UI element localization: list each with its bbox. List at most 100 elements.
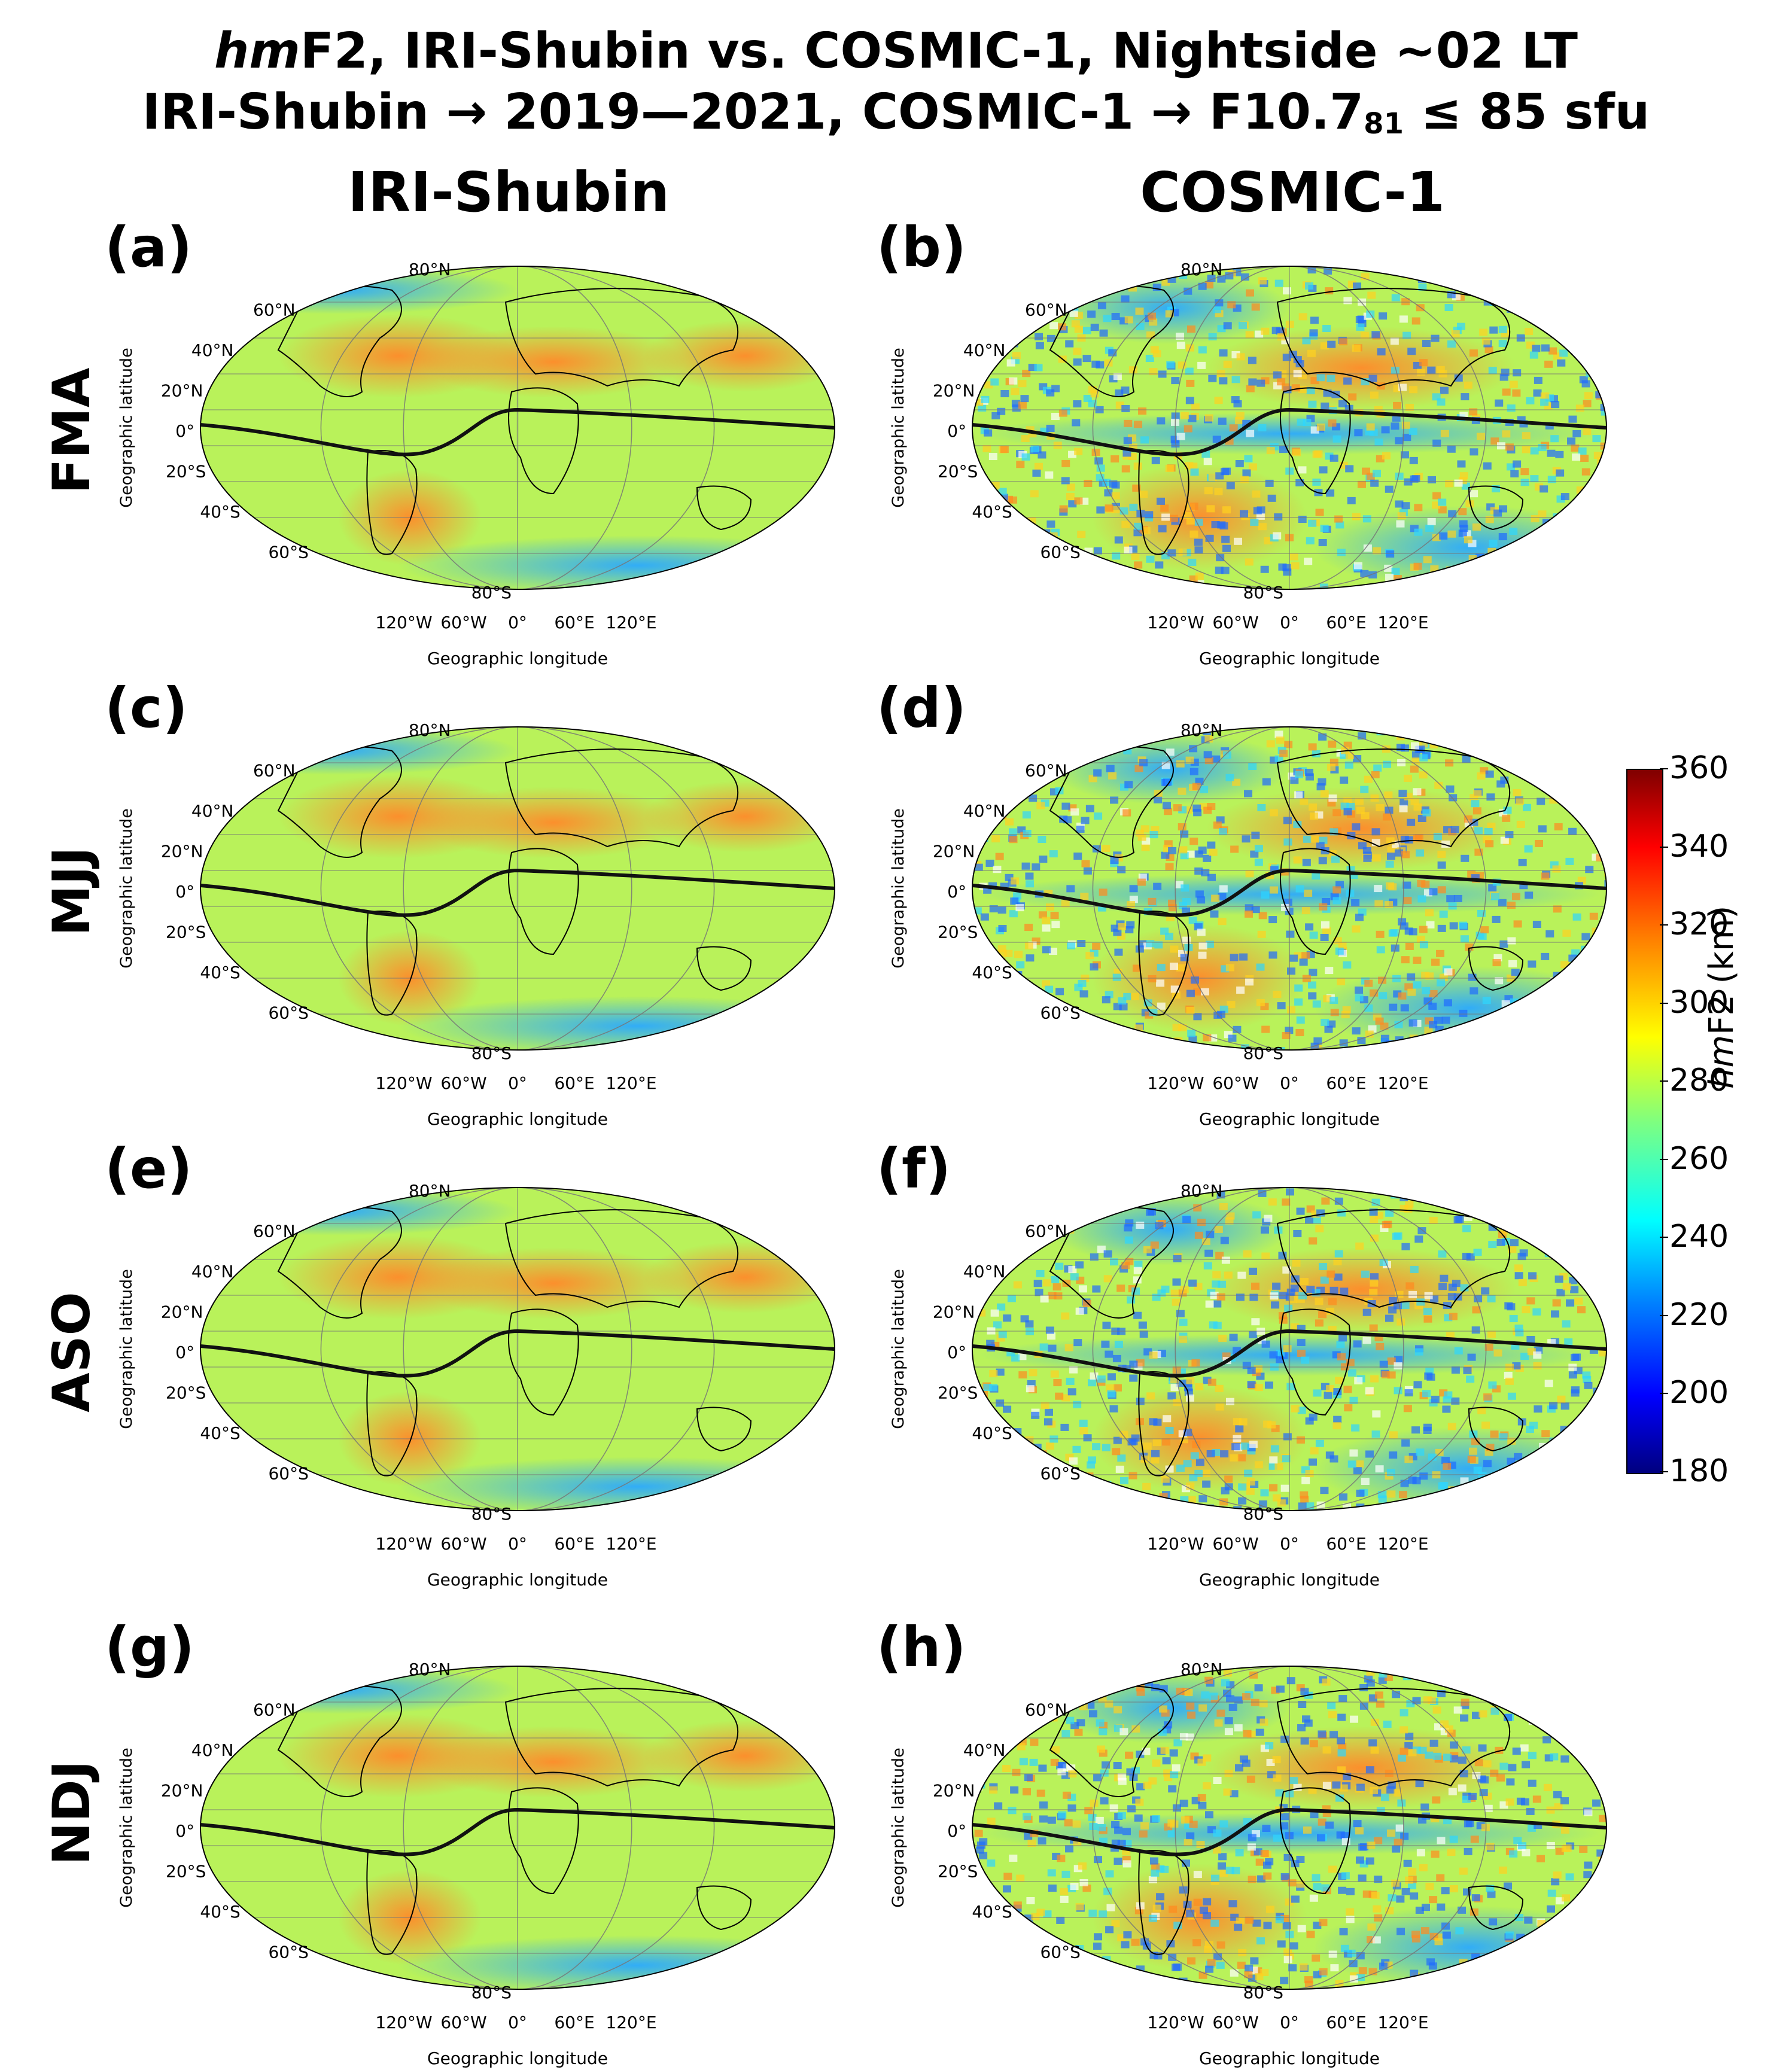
data-pixel: [1474, 1759, 1483, 1767]
data-pixel: [1605, 1696, 1607, 1704]
y-axis-label: Geographic latitude: [117, 1748, 136, 1908]
data-pixel: [1571, 444, 1580, 452]
data-pixel: [985, 767, 994, 775]
data-pixel: [1058, 1761, 1067, 1769]
data-pixel: [1111, 506, 1120, 513]
data-pixel: [1414, 528, 1423, 536]
x-axis-label: Geographic longitude: [427, 1570, 608, 1590]
data-pixel: [1517, 1497, 1526, 1505]
high-hmf2-region: [1206, 1726, 1517, 1810]
data-pixel: [1394, 1021, 1403, 1028]
data-pixel: [1016, 740, 1025, 748]
data-pixel: [1449, 1885, 1458, 1893]
data-pixel: [1426, 1958, 1435, 1966]
data-pixel: [1250, 850, 1259, 858]
data-pixel: [1409, 456, 1418, 464]
data-pixel: [1394, 1232, 1402, 1240]
data-pixel: [1445, 1725, 1454, 1733]
data-pixel: [1355, 1460, 1364, 1468]
data-pixel: [1297, 1724, 1306, 1732]
colorbar-tick-label: 260: [1659, 1140, 1729, 1177]
data-pixel: [1546, 276, 1555, 284]
data-pixel: [1094, 1933, 1103, 1941]
data-pixel: [1461, 854, 1469, 862]
data-pixel: [1557, 359, 1566, 367]
longitude-gridline: [1175, 1666, 1404, 1989]
data-pixel: [1486, 1843, 1495, 1850]
data-pixel: [1432, 1706, 1441, 1714]
data-pixel: [1210, 1919, 1219, 1927]
data-pixel: [1254, 1684, 1263, 1692]
data-pixel: [1507, 902, 1516, 909]
data-pixel: [1088, 775, 1097, 783]
data-pixel: [1534, 1208, 1542, 1216]
data-pixel: [1472, 733, 1481, 741]
data-pixel: [1344, 761, 1353, 769]
latitude-tick-label: 20°S: [938, 923, 978, 942]
data-pixel: [1411, 742, 1420, 750]
data-pixel: [1164, 808, 1173, 815]
data-pixel: [1459, 520, 1468, 528]
data-pixel: [996, 1368, 1005, 1376]
data-pixel: [1029, 794, 1038, 802]
data-pixel: [1125, 571, 1134, 579]
data-pixel: [1284, 1304, 1293, 1312]
data-pixel: [1306, 1286, 1315, 1293]
data-pixel: [1158, 1728, 1167, 1736]
data-pixel: [1379, 312, 1388, 320]
data-pixel: [1294, 998, 1303, 1006]
data-pixel: [1248, 763, 1257, 771]
data-pixel: [1039, 856, 1048, 863]
data-pixel: [1550, 435, 1559, 443]
longitude-tick-label: 120°E: [606, 613, 656, 632]
data-pixel: [1103, 1275, 1112, 1283]
colorbar-label: hmF2 (km): [1702, 905, 1741, 1089]
data-pixel: [984, 315, 993, 322]
data-pixel: [1429, 1021, 1438, 1028]
data-pixel: [1552, 1299, 1561, 1307]
data-pixel: [1541, 288, 1550, 296]
data-pixel: [1549, 796, 1558, 804]
data-pixel: [1455, 1204, 1464, 1212]
data-pixel: [1111, 1920, 1120, 1928]
data-pixel: [1111, 1040, 1119, 1048]
data-pixel: [1021, 862, 1030, 870]
data-pixel: [984, 273, 993, 281]
data-pixel: [1472, 807, 1481, 815]
data-pixel: [1008, 1807, 1017, 1815]
data-pixel: [1033, 739, 1042, 747]
data-pixel: [1118, 997, 1127, 1004]
data-pixel: [1385, 1209, 1394, 1217]
data-pixel: [1172, 1278, 1181, 1286]
data-pixel: [1499, 1189, 1508, 1197]
data-pixel: [1581, 358, 1590, 366]
data-pixel: [1137, 833, 1146, 841]
data-pixel: [1508, 1685, 1517, 1692]
data-pixel: [1195, 572, 1204, 580]
latitude-tick-label: 80°N: [1181, 260, 1223, 279]
data-pixel: [1485, 840, 1494, 848]
data-pixel: [1030, 490, 1039, 498]
data-pixel: [1578, 1483, 1587, 1491]
data-pixel: [1102, 1761, 1111, 1769]
coastline: [1280, 1308, 1351, 1416]
data-pixel: [1335, 1794, 1344, 1802]
data-pixel: [1218, 1334, 1227, 1342]
data-pixel: [973, 1019, 982, 1027]
data-pixel: [1133, 462, 1142, 470]
data-pixel: [1007, 336, 1016, 343]
data-pixel: [1589, 1439, 1598, 1447]
data-pixel: [1606, 562, 1607, 570]
data-pixel: [1173, 1046, 1182, 1050]
data-pixel: [1152, 1815, 1161, 1823]
data-pixel: [1216, 1961, 1225, 1969]
data-pixel: [973, 1045, 982, 1050]
data-pixel: [1226, 1398, 1235, 1405]
data-pixel: [1073, 400, 1082, 408]
data-pixel: [1509, 528, 1518, 535]
data-pixel: [1528, 960, 1537, 968]
data-pixel: [1078, 1285, 1087, 1293]
data-pixel: [984, 429, 993, 437]
data-pixel: [1398, 790, 1407, 797]
data-pixel: [1136, 1783, 1145, 1791]
